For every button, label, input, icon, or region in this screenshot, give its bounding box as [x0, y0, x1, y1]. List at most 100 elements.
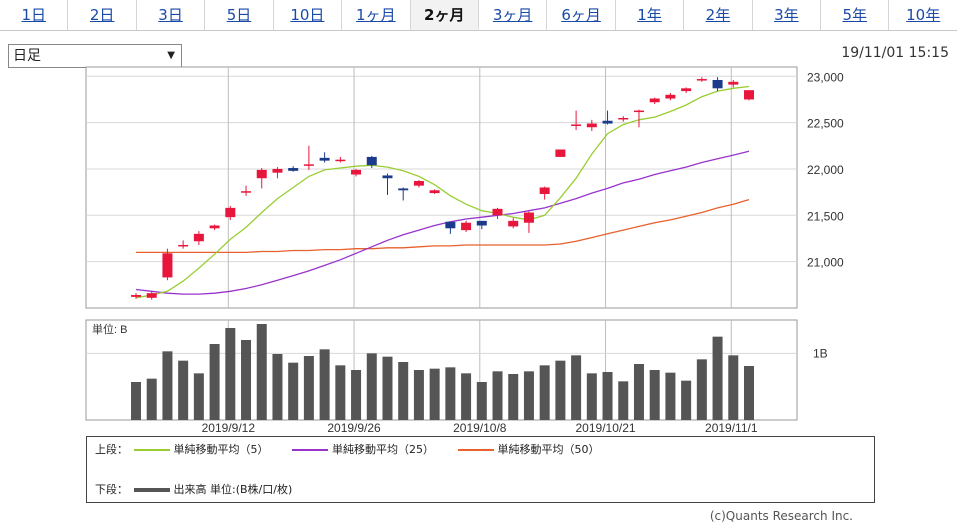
candle-body	[476, 220, 487, 226]
tab-2[interactable]: 3日	[137, 0, 206, 30]
tab-9[interactable]: 1年	[616, 0, 685, 30]
candle-body	[649, 98, 660, 103]
volume-bar	[162, 351, 173, 420]
period-tabs: 1日 2日 3日 5日 10日 1ヶ月 2ヶ月 3ヶ月 6ヶ月 1年 2年 3年 5年 10年	[0, 0, 957, 31]
candle-body	[681, 88, 692, 92]
candle-body	[288, 168, 299, 171]
ma50-line	[136, 198, 750, 254]
candle-body	[445, 221, 456, 229]
price-tick-label: 23,000	[807, 70, 844, 84]
volume-bar	[319, 349, 330, 420]
tab-0[interactable]: 1日	[0, 0, 69, 30]
legend-ma5: 単純移動平均（5）	[132, 443, 269, 457]
candle-body	[241, 191, 252, 193]
legend-volume-label: 出来高 単位:(B株/口/枚)	[173, 483, 293, 496]
volume-bar	[351, 370, 362, 420]
volume-bar	[728, 355, 739, 420]
volume-bar	[476, 382, 487, 420]
legend-ma5-label: 単純移動平均（5）	[173, 443, 269, 456]
tab-1[interactable]: 2日	[68, 0, 137, 30]
legend-lower-label: 下段：	[95, 483, 128, 496]
tab-11[interactable]: 3年	[753, 0, 822, 30]
candle-body	[523, 212, 534, 223]
volume-bar	[288, 362, 299, 420]
volume-bar	[131, 382, 141, 420]
candle-body	[744, 90, 754, 100]
volume-bar	[539, 365, 550, 420]
legend-volume: 出来高 単位:(B株/口/枚)	[132, 483, 293, 497]
candle-body	[633, 110, 644, 113]
legend-volume-swatch	[133, 488, 170, 492]
volume-bar	[523, 371, 534, 420]
x-tick-label: 2019/10/8	[453, 421, 507, 435]
volume-bar	[712, 336, 723, 420]
volume-bar	[429, 368, 440, 420]
volume-bar	[398, 362, 409, 420]
legend-ma25-swatch	[292, 449, 328, 451]
tab-4[interactable]: 10日	[274, 0, 343, 30]
volume-bar	[225, 328, 236, 420]
candle-body	[712, 79, 723, 89]
candle-body	[571, 124, 582, 126]
tab-10[interactable]: 2年	[684, 0, 753, 30]
volume-bar	[571, 355, 582, 420]
copyright: (c)Quants Research Inc.	[709, 509, 853, 523]
tab-12[interactable]: 5年	[821, 0, 890, 30]
volume-bar	[335, 365, 346, 420]
volume-bar	[665, 372, 676, 420]
candle-body	[665, 94, 676, 99]
candle-body	[413, 181, 424, 186]
tab-7[interactable]: 3ヶ月	[479, 0, 548, 30]
candle-body	[492, 208, 503, 216]
period-select-value: 日足	[13, 48, 41, 64]
candle-body	[618, 117, 629, 120]
candle-body	[461, 222, 472, 231]
tab-13[interactable]: 10年	[906, 6, 941, 24]
candle-body	[586, 123, 597, 128]
price-tick-label: 21,500	[807, 209, 844, 223]
candle-body	[382, 175, 393, 179]
tab-5[interactable]: 1ヶ月	[342, 0, 411, 30]
volume-bar	[555, 360, 566, 420]
volume-bar	[303, 356, 314, 420]
legend-ma5-swatch	[133, 449, 170, 451]
x-tick-label: 2019/9/26	[327, 421, 381, 435]
ma25-line	[135, 150, 750, 295]
candle-body	[193, 233, 204, 242]
timestamp: 19/11/01 15:15	[841, 45, 949, 61]
volume-bar	[193, 373, 204, 420]
price-tick-label: 22,500	[807, 117, 844, 131]
candle-body	[555, 149, 566, 157]
volume-bar	[696, 359, 707, 420]
chart-legend: 上段： 単純移動平均（5） 単純移動平均（25） 単純移動平均（50） 下段： …	[86, 436, 875, 503]
candle-body	[508, 220, 519, 227]
legend-lower-row: 下段： 出来高 単位:(B株/口/枚)	[95, 483, 310, 497]
tab-6[interactable]: 2ヶ月	[410, 0, 479, 30]
volume-bar	[681, 380, 692, 420]
legend-ma25-label: 単純移動平均（25）	[332, 443, 434, 456]
volume-bar	[382, 356, 393, 420]
volume-unit-label: 単位: B	[92, 322, 127, 336]
price-panel-frame	[85, 66, 798, 309]
period-select[interactable]: 日足 ▼	[8, 44, 182, 68]
candle-body	[429, 190, 440, 194]
candle-body	[131, 295, 141, 297]
candle-body	[366, 156, 377, 166]
tab-3[interactable]: 5日	[205, 0, 274, 30]
volume-bar	[492, 371, 503, 420]
volume-bar	[366, 353, 377, 420]
x-tick-label: 2019/10/21	[576, 421, 636, 435]
candle-body	[602, 120, 613, 124]
candle-body	[272, 168, 283, 173]
legend-ma50-label: 単純移動平均（50）	[497, 443, 600, 456]
volume-bar	[146, 378, 157, 420]
volume-bar	[649, 370, 660, 420]
chevron-down-icon: ▼	[167, 50, 175, 61]
tab-8[interactable]: 6ヶ月	[547, 0, 616, 30]
candle-body	[225, 207, 236, 218]
ma5-line	[135, 85, 750, 299]
candle-body	[728, 81, 739, 85]
candle-body	[335, 159, 346, 162]
candle-body	[398, 188, 409, 191]
